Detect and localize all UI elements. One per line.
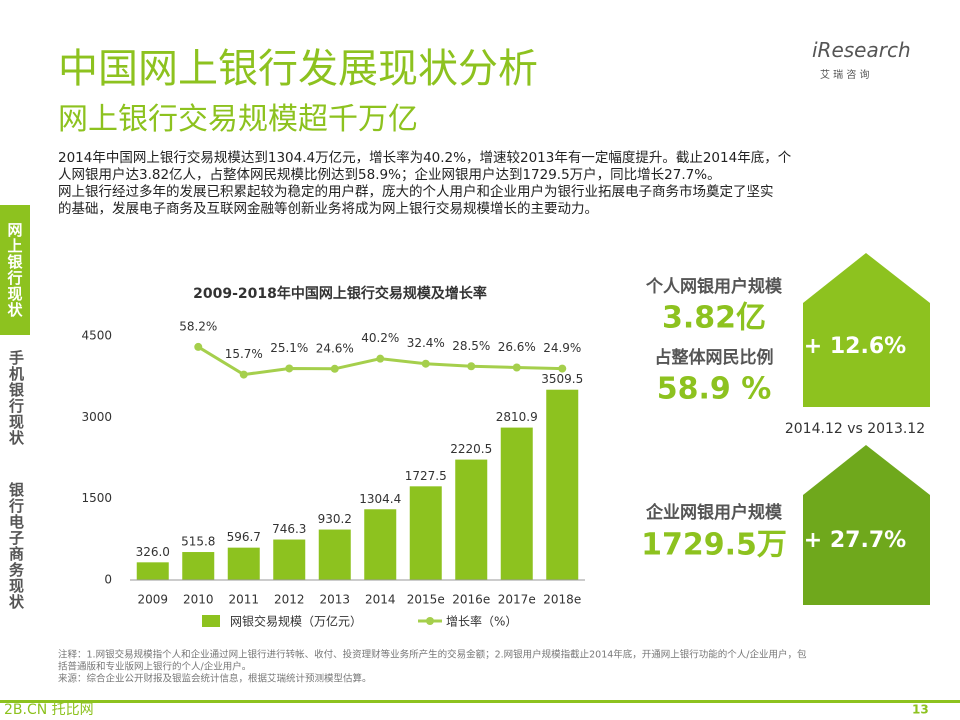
value-label: 746.3 (272, 522, 306, 536)
value-label: 15.7% (225, 347, 263, 361)
point (239, 370, 248, 379)
legend-swatch (426, 617, 434, 625)
point (467, 362, 476, 371)
arrow-shape (803, 253, 930, 407)
point (194, 342, 203, 351)
stat-label: 企业网银用户规模 (645, 502, 783, 523)
legend-label: 网银交易规模（万亿元） (230, 614, 362, 629)
value-label: 25.1% (270, 341, 308, 355)
chart-title: 2009-2018年中国网上银行交易规模及增长率 (193, 285, 487, 302)
value-label: 2220.5 (450, 442, 492, 456)
y-tick-label: 1500 (81, 491, 112, 505)
value-label: 326.0 (136, 545, 170, 559)
sidebar-item[interactable]: 手机银行现状 (7, 350, 25, 446)
arrow-shape (803, 445, 930, 605)
page-number: 13 (912, 703, 929, 717)
legend-swatch (202, 615, 220, 627)
point (512, 363, 521, 372)
x-tick-label: 2018e (543, 593, 581, 607)
bar (546, 389, 579, 580)
stat-value: 1729.5万 (641, 528, 787, 563)
value-label: 930.2 (318, 512, 352, 526)
point (330, 364, 339, 373)
x-tick-label: 2009 (137, 593, 168, 607)
compare: 2014.12 vs 2013.12 (785, 421, 925, 437)
value-label: 24.9% (543, 341, 581, 355)
value-label: 2810.9 (496, 410, 538, 424)
intro-line: 网上银行经过多年的发展已积累起较为稳定的用户群，庞大的个人用户和企业用户为银行业… (58, 184, 774, 200)
legend-label: 增长率（%） (446, 614, 517, 629)
footer-line (0, 700, 960, 703)
point (558, 364, 567, 373)
x-tick-label: 2016e (452, 593, 490, 607)
intro: 2014年中国网上银行交易规模达到1304.4万亿元，增长率为40.2%，增速较… (58, 150, 791, 218)
point (376, 354, 385, 363)
bar (136, 562, 169, 580)
note: 括普通版和专业版网上银行的个人/企业用户。 (58, 661, 251, 673)
growth: + 27.7% (804, 528, 906, 553)
value-label: 58.2% (179, 319, 217, 333)
stat-value: 3.82亿 (662, 301, 766, 336)
value-label: 32.4% (407, 336, 445, 350)
stat-value: 58.9 % (657, 372, 772, 407)
bar (318, 529, 351, 580)
bar (409, 486, 442, 580)
value-label: 1727.5 (405, 469, 447, 483)
value-label: 26.6% (498, 340, 536, 354)
value-label: 1304.4 (359, 492, 401, 506)
value-label: 515.8 (181, 535, 215, 549)
x-tick-label: 2011 (228, 593, 259, 607)
logo-sub: 艾 瑞 咨 询 (820, 70, 870, 81)
x-tick-label: 2015e (407, 593, 445, 607)
sidebar-active[interactable]: 网上银行现状 (0, 205, 30, 335)
y-tick-label: 0 (104, 573, 112, 587)
bar (364, 509, 397, 580)
bar (273, 539, 306, 580)
title: 中国网上银行发展现状分析 (58, 46, 538, 92)
bar (227, 547, 260, 580)
bar (182, 552, 215, 580)
x-tick-label: 2014 (365, 593, 396, 607)
x-tick-label: 2012 (274, 593, 305, 607)
logo: iResearch (812, 38, 911, 62)
intro-line: 人网银用户达3.82亿人，占整体网民规模比例达到58.9%；企业网银用户达到17… (58, 167, 721, 183)
note: 来源：综合企业公开财报及银监会统计信息，根据艾瑞统计预测模型估算。 (58, 673, 372, 685)
sidebar-item[interactable]: 银行电子商务现状 (7, 482, 25, 610)
x-tick-label: 2017e (498, 593, 536, 607)
value-label: 596.7 (227, 530, 261, 544)
value-label: 40.2% (361, 331, 399, 345)
y-tick-label: 3000 (81, 410, 112, 424)
watermark: 2B.CN 托比网 (4, 702, 94, 718)
intro-line: 2014年中国网上银行交易规模达到1304.4万亿元，增长率为40.2%，增速较… (58, 150, 792, 166)
subtitle: 网上银行交易规模超千万亿 (58, 102, 418, 137)
stat-label: 个人网银用户规模 (645, 276, 783, 297)
bar (500, 427, 533, 580)
point (285, 364, 294, 373)
value-label: 3509.5 (541, 372, 583, 386)
y-tick-label: 4500 (81, 329, 112, 343)
note: 注释：1.网银交易规模指个人和企业通过网上银行进行转帐、收付、投资理财等业务所产… (58, 649, 807, 661)
x-tick-label: 2013 (319, 593, 350, 607)
point (421, 359, 430, 368)
intro-line: 的基础，发展电子商务及互联网金融等创新业务将成为网上银行交易规模增长的主要动力。 (58, 201, 598, 217)
x-tick-label: 2010 (183, 593, 214, 607)
bar (455, 459, 488, 580)
growth: + 12.6% (804, 334, 906, 359)
value-label: 28.5% (452, 339, 490, 353)
stat-label: 占整体网民比例 (655, 347, 774, 368)
value-label: 24.6% (316, 341, 354, 355)
